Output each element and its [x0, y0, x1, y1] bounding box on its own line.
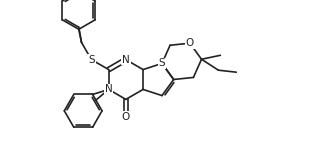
Text: N: N	[105, 84, 112, 94]
Text: N: N	[122, 55, 130, 65]
Text: O: O	[186, 38, 194, 48]
Text: O: O	[122, 112, 130, 122]
Text: S: S	[88, 55, 95, 65]
Text: S: S	[159, 58, 165, 68]
